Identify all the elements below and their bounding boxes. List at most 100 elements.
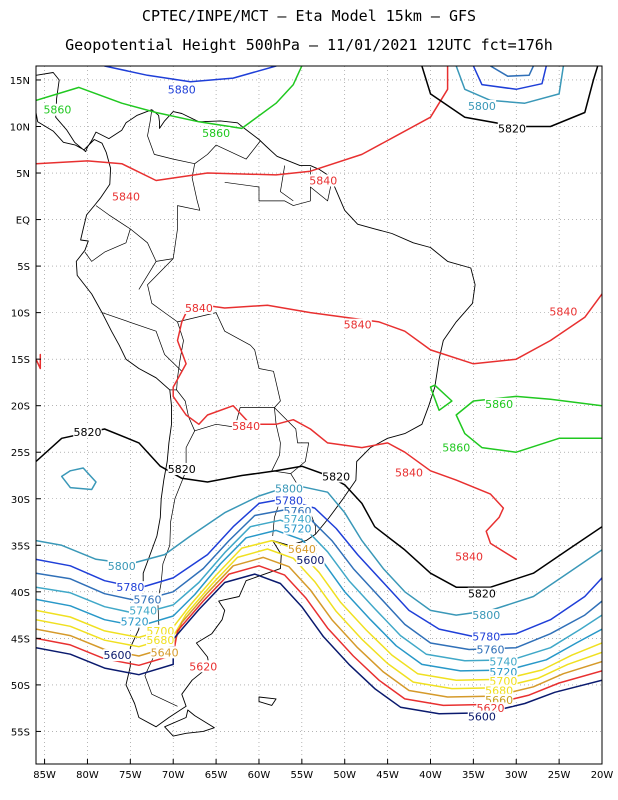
contour-label-bg — [146, 634, 175, 647]
contour-label: 5840 — [344, 319, 372, 332]
contour-label: 5820 — [73, 426, 101, 439]
contour-label-bg — [321, 470, 351, 483]
lat-tick-label: 25S — [11, 448, 30, 459]
lat-tick-label: 5S — [17, 262, 30, 273]
lon-tick-label: 50W — [333, 770, 356, 781]
contour-label: 5600 — [296, 554, 324, 567]
contour-label-bg — [201, 127, 231, 140]
contour-label-bg — [189, 660, 218, 673]
lat-tick-label: EQ — [16, 216, 30, 227]
contour-5860 — [36, 66, 303, 130]
contour-label: 5840 — [549, 306, 577, 319]
contour-label-bg — [549, 305, 578, 318]
lon-tick-label: 60W — [248, 770, 271, 781]
contour-label: 5680 — [146, 634, 174, 647]
contour-label: 5780 — [472, 630, 500, 643]
contour-label: 5840 — [309, 174, 337, 187]
country-border — [280, 165, 294, 202]
lon-tick-label: 85W — [33, 770, 56, 781]
contour-label-bg — [287, 543, 317, 556]
contour-label-bg — [146, 624, 175, 637]
lat-tick-label: 45S — [11, 634, 30, 645]
contour-5840 — [172, 302, 517, 561]
contour-label-bg — [442, 441, 471, 454]
coastline — [164, 709, 215, 737]
contour-label: 5600 — [468, 711, 496, 724]
plot-frame — [35, 65, 603, 765]
lon-tick-label: 65W — [205, 770, 228, 781]
contour-label: 5760 — [133, 593, 161, 606]
contour-label-bg — [283, 513, 312, 526]
lon-tick-label: 40W — [419, 770, 442, 781]
contour-label-bg — [472, 630, 501, 643]
contour-label: 5800 — [275, 483, 303, 496]
contour-label: 5840 — [395, 467, 423, 480]
contour-label: 5840 — [112, 190, 140, 203]
contour-label-bg — [128, 604, 158, 617]
contour-label: 5820 — [322, 470, 350, 483]
country-border — [95, 109, 201, 262]
lon-tick-label: 35W — [462, 770, 485, 781]
contour-label: 5760 — [477, 644, 505, 657]
contour-label: 5860 — [485, 398, 513, 411]
lat-tick-label: 35S — [11, 541, 30, 552]
contour-label-bg — [476, 643, 505, 656]
contour-5860 — [455, 395, 602, 453]
contour-label: 5820 — [498, 122, 526, 135]
lat-tick-label: 5N — [16, 169, 30, 180]
country-border — [271, 407, 310, 474]
contour-label: 5800 — [108, 560, 136, 573]
country-border — [177, 312, 281, 408]
contour-5840 — [36, 353, 42, 370]
contour-label-bg — [296, 554, 325, 567]
coastlines — [36, 72, 476, 737]
contour-label-bg — [184, 301, 214, 314]
lat-tick-label: 20S — [11, 402, 30, 413]
contour-label-bg — [467, 587, 497, 600]
lon-tick-label: 55W — [291, 770, 314, 781]
contour-label-bg — [43, 103, 72, 116]
contour-label-bg — [73, 425, 102, 438]
lat-tick-label: 10S — [11, 309, 30, 320]
contour-label: 5600 — [103, 649, 131, 662]
contour-5800 — [455, 66, 565, 104]
title-line-2: Geopotential Height 500hPa – 11/01/2021 … — [65, 36, 553, 54]
contour-label-bg — [231, 420, 261, 433]
lat-tick-label: 40S — [11, 588, 30, 599]
contour-label-bg — [133, 593, 162, 606]
contour-label-bg — [394, 466, 424, 479]
country-border — [84, 228, 131, 262]
contour-label-bg — [489, 655, 518, 668]
lat-tick-label: 15S — [11, 355, 30, 366]
country-border — [147, 258, 178, 323]
lat-tick-label: 55S — [11, 727, 30, 738]
contour-label-bg — [167, 462, 196, 475]
contour-label-bg — [309, 174, 338, 187]
contour-label-bg — [454, 550, 484, 563]
contour-label-bg — [484, 397, 514, 410]
contour-label-bg — [472, 609, 501, 622]
contour-label-bg — [103, 649, 132, 662]
contour-5840 — [189, 293, 602, 365]
contour-label: 5840 — [455, 550, 483, 563]
coastline — [36, 72, 476, 728]
contour-label: 5820 — [468, 588, 496, 601]
contour-label-bg — [120, 615, 149, 628]
contour-5780 — [472, 66, 548, 91]
contour-label: 5860 — [43, 104, 71, 117]
contour-5800 — [36, 484, 602, 616]
contour-label: 5780 — [116, 581, 144, 594]
contour-label-bg — [167, 83, 196, 96]
contour-5820 — [421, 66, 599, 128]
contour-5860 — [429, 384, 453, 412]
contour-label: 5860 — [202, 127, 230, 140]
contour-labels: 5880586058605800582058405840584058405840… — [43, 83, 578, 724]
lon-tick-label: 20W — [591, 770, 614, 781]
lon-tick-label: 25W — [548, 770, 571, 781]
contour-label: 5740 — [129, 604, 157, 617]
axis-ticks: 15N 10N 5N EQ 5S 10S 15S 20S 25S 30S 35S 40S 45S 50S 5… — [10, 76, 614, 781]
contour-label-bg — [150, 646, 179, 659]
contour-5880 — [103, 66, 277, 83]
contour-label-bg — [283, 522, 312, 535]
contour-label-bg — [489, 675, 518, 688]
